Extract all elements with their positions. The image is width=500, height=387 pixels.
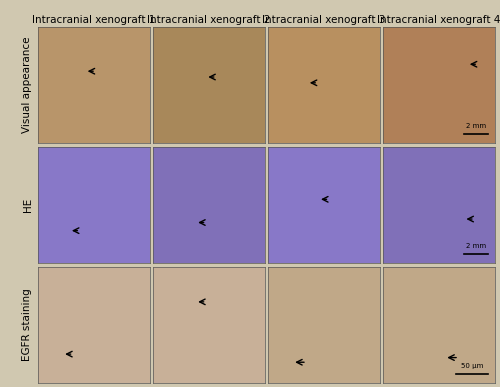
Text: Intracranial xenograft 2: Intracranial xenograft 2 — [147, 15, 270, 25]
Text: HE: HE — [22, 198, 32, 212]
Text: Intracranial xenograft 4: Intracranial xenograft 4 — [377, 15, 500, 25]
Text: 2 mm: 2 mm — [466, 243, 486, 249]
Text: Intracranial xenograft 1: Intracranial xenograft 1 — [32, 15, 156, 25]
Text: Visual appearance: Visual appearance — [22, 37, 32, 134]
Text: 2 mm: 2 mm — [466, 123, 486, 129]
Text: Intracranial xenograft 3: Intracranial xenograft 3 — [262, 15, 386, 25]
Text: 50 μm: 50 μm — [461, 363, 483, 369]
Text: EGFR staining: EGFR staining — [22, 289, 32, 361]
